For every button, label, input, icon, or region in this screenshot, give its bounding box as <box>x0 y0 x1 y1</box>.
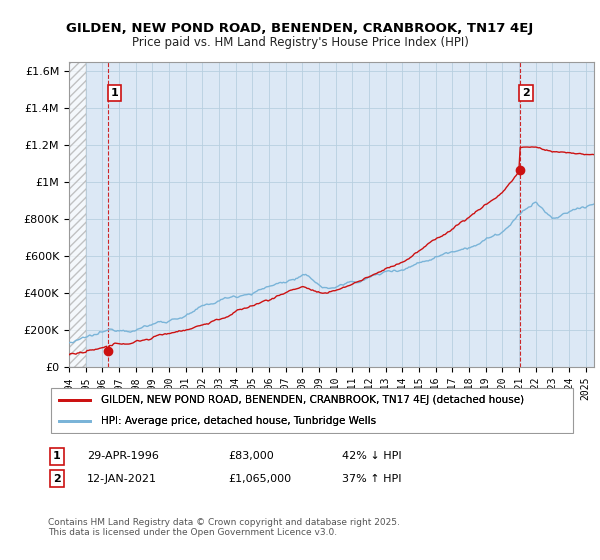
HPI: Average price, detached house, Tunbridge Wells: (2.02e+03, 8.9e+05): Average price, detached house, Tunbridge… <box>532 199 539 206</box>
GILDEN, NEW POND ROAD, BENENDEN, CRANBROOK, TN17 4EJ (detached house) <box>572 151 580 157</box>
Text: £1,065,000: £1,065,000 <box>228 474 291 484</box>
Line: GILDEN, NEW POND ROAD, BENENDEN, CRANBROOK, TN17 4EJ (detached house): GILDEN, NEW POND ROAD, BENENDEN, CRANBRO… <box>69 147 594 355</box>
Text: 12-JAN-2021: 12-JAN-2021 <box>87 474 157 484</box>
Text: Price paid vs. HM Land Registry's House Price Index (HPI): Price paid vs. HM Land Registry's House … <box>131 36 469 49</box>
GILDEN, NEW POND ROAD, BENENDEN, CRANBROOK, TN17 4EJ (detached house) <box>567 150 574 156</box>
Text: GILDEN, NEW POND ROAD, BENENDEN, CRANBROOK, TN17 4EJ (detached house): GILDEN, NEW POND ROAD, BENENDEN, CRANBRO… <box>101 395 524 405</box>
Bar <box>69 62 86 367</box>
Text: 29-APR-1996: 29-APR-1996 <box>87 451 159 461</box>
Text: 37% ↑ HPI: 37% ↑ HPI <box>342 474 401 484</box>
Text: 1: 1 <box>53 451 61 461</box>
HPI: Average price, detached house, Tunbridge Wells: (2.03e+03, 8.8e+05): Average price, detached house, Tunbridge… <box>590 200 598 207</box>
GILDEN, NEW POND ROAD, BENENDEN, CRANBROOK, TN17 4EJ (detached house) <box>65 352 73 358</box>
Text: £83,000: £83,000 <box>228 451 274 461</box>
HPI: Average price, detached house, Tunbridge Wells: (2.02e+03, 8.52e+05): Average price, detached house, Tunbridge… <box>572 206 580 213</box>
HPI: Average price, detached house, Tunbridge Wells: (2.01e+03, 4.55e+05): Average price, detached house, Tunbridge… <box>355 279 362 286</box>
Text: 2: 2 <box>522 88 530 98</box>
Line: HPI: Average price, detached house, Tunbridge Wells: HPI: Average price, detached house, Tunb… <box>69 202 594 343</box>
Text: Contains HM Land Registry data © Crown copyright and database right 2025.
This d: Contains HM Land Registry data © Crown c… <box>48 518 400 538</box>
Text: 2: 2 <box>53 474 61 484</box>
Text: GILDEN, NEW POND ROAD, BENENDEN, CRANBROOK, TN17 4EJ: GILDEN, NEW POND ROAD, BENENDEN, CRANBRO… <box>67 22 533 35</box>
GILDEN, NEW POND ROAD, BENENDEN, CRANBROOK, TN17 4EJ (detached house) <box>82 349 89 356</box>
HPI: Average price, detached house, Tunbridge Wells: (1.99e+03, 1.3e+05): Average price, detached house, Tunbridge… <box>65 339 73 346</box>
HPI: Average price, detached house, Tunbridge Wells: (2.01e+03, 4.5e+05): Average price, detached house, Tunbridge… <box>273 280 280 287</box>
GILDEN, NEW POND ROAD, BENENDEN, CRANBROOK, TN17 4EJ (detached house) <box>528 143 535 150</box>
HPI: Average price, detached house, Tunbridge Wells: (2e+03, 1.6e+05): Average price, detached house, Tunbridge… <box>82 334 89 340</box>
Text: HPI: Average price, detached house, Tunbridge Wells: HPI: Average price, detached house, Tunb… <box>101 416 376 426</box>
GILDEN, NEW POND ROAD, BENENDEN, CRANBROOK, TN17 4EJ (detached house) <box>590 151 598 158</box>
FancyBboxPatch shape <box>50 388 574 432</box>
GILDEN, NEW POND ROAD, BENENDEN, CRANBROOK, TN17 4EJ (detached house) <box>273 293 280 300</box>
Text: HPI: Average price, detached house, Tunbridge Wells: HPI: Average price, detached house, Tunb… <box>101 416 376 426</box>
HPI: Average price, detached house, Tunbridge Wells: (2.01e+03, 5.21e+05): Average price, detached house, Tunbridge… <box>390 267 397 274</box>
GILDEN, NEW POND ROAD, BENENDEN, CRANBROOK, TN17 4EJ (detached house) <box>355 278 362 285</box>
GILDEN, NEW POND ROAD, BENENDEN, CRANBROOK, TN17 4EJ (detached house) <box>390 263 397 269</box>
HPI: Average price, detached house, Tunbridge Wells: (2.02e+03, 8.41e+05): Average price, detached house, Tunbridge… <box>567 208 574 214</box>
Text: 1: 1 <box>110 88 118 98</box>
Text: 42% ↓ HPI: 42% ↓ HPI <box>342 451 401 461</box>
Text: GILDEN, NEW POND ROAD, BENENDEN, CRANBROOK, TN17 4EJ (detached house): GILDEN, NEW POND ROAD, BENENDEN, CRANBRO… <box>101 395 524 405</box>
